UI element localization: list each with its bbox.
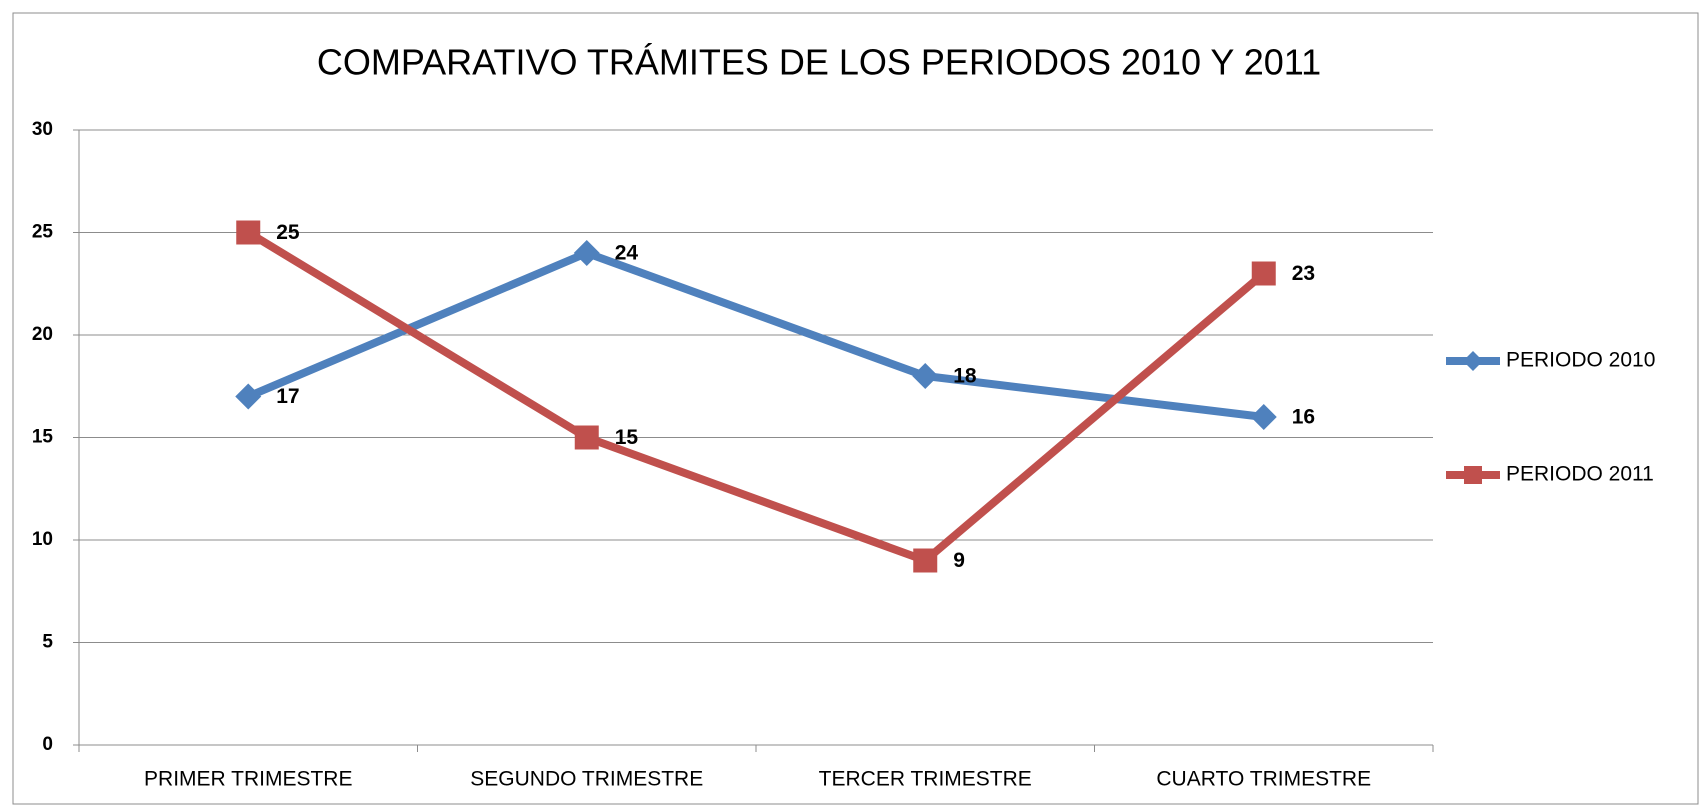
chart-title: COMPARATIVO TRÁMITES DE LOS PERIODOS 201… [317,42,1321,83]
data-point [573,240,600,266]
data-point [235,383,262,410]
chart-frame [12,12,1699,805]
data-label: 23 [1292,262,1315,285]
y-tick-label: 10 [32,529,53,550]
data-label: 16 [1292,406,1315,429]
x-tick-label: TERCER TRIMESTRE [819,768,1032,791]
data-point [236,220,261,245]
legend-marker [1463,351,1483,371]
data-label: 25 [276,221,300,244]
series-line [246,249,1265,421]
x-tick-label: SEGUNDO TRIMESTRE [470,768,703,791]
series-line [246,229,1267,565]
y-tick-label: 30 [32,119,53,140]
data-point [913,548,938,573]
legend-marker [1464,466,1482,484]
data-point [1250,404,1277,430]
y-tick-label: 15 [32,427,54,448]
x-tick-label: CUARTO TRIMESTRE [1156,768,1371,791]
legend-label: PERIODO 2011 [1506,463,1654,486]
y-tick-label: 0 [42,734,53,755]
y-tick-label: 20 [32,324,53,345]
data-label: 15 [615,426,639,449]
x-tick-label: PRIMER TRIMESTRE [144,768,352,791]
data-point [574,425,599,450]
data-label: 18 [953,365,977,388]
data-label: 17 [276,385,299,408]
data-point [912,363,939,389]
y-tick-label: 25 [32,222,54,243]
y-tick-label: 5 [42,632,53,653]
legend-label: PERIODO 2010 [1506,349,1655,372]
data-label: 9 [953,549,965,572]
data-point [1251,261,1276,286]
data-label: 24 [615,242,639,265]
